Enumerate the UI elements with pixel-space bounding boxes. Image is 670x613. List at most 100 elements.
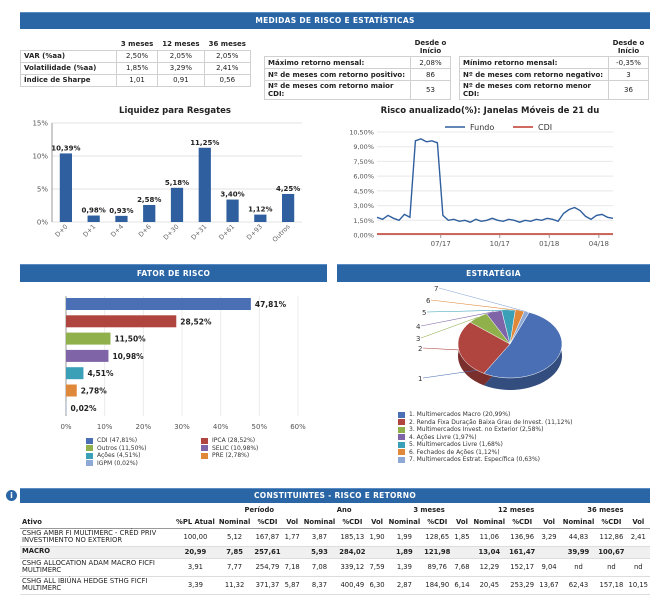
bar	[66, 401, 67, 414]
leader-line	[426, 309, 509, 313]
legend-swatch	[86, 445, 93, 451]
cell-value: nd	[596, 558, 627, 577]
column-header: Vol	[286, 517, 299, 526]
legend-item: IGPM (0,02%)	[86, 460, 201, 468]
slice-label: 2	[418, 345, 422, 353]
legend-label: CDI (47,81%)	[97, 437, 138, 444]
stats-row: Volatilidade (%aa) 1,85% 3,29% 2,41%	[20, 61, 252, 75]
stat-value: 2,05%	[157, 49, 205, 63]
legend-label: 1. Multimercados Macro (20,99%)	[409, 411, 511, 418]
stat-value: 0,91	[157, 73, 205, 87]
column-header: Vol	[632, 517, 645, 526]
bar	[66, 298, 251, 310]
legend-item: 6. Fechados de Ações (1,12%)	[398, 449, 648, 457]
column-header: Nominal	[388, 517, 421, 526]
column-header: Vol	[371, 517, 383, 526]
cell-value: 89,76	[422, 558, 453, 577]
cell-value	[282, 546, 302, 559]
x-tick-label: 07/17	[431, 240, 451, 248]
series-line-fundo	[376, 138, 614, 223]
cell-value: 121,98	[422, 546, 453, 559]
stat-label: Nº de meses com retorno menor CDI:	[459, 80, 609, 100]
stat-value: 86	[410, 68, 451, 81]
y-tick-label: 0%	[37, 219, 48, 227]
cell-value: 1,85	[452, 528, 472, 547]
col-3m: 3 meses	[120, 39, 154, 48]
cell-value: 1,39	[386, 558, 423, 577]
data-label: 3,40%	[220, 191, 244, 199]
slice-label: 1	[418, 375, 422, 383]
stat-label: VAR (%aa)	[20, 49, 117, 63]
legend-label: 6. Fechados de Ações (1,12%)	[409, 448, 500, 456]
legend-label: 5. Multimercados Livre (1,68%)	[409, 441, 503, 448]
legend-label: 2. Renda Fixa Duração Baixa Grau de Inve…	[409, 418, 573, 426]
legend-swatch	[86, 452, 93, 459]
legend-item: 1. Multimercados Macro (20,99%)	[398, 411, 648, 419]
table-row[interactable]: CSHG AMBR FI MULTIMERC - CRÉD PRIV INVES…	[20, 528, 650, 547]
data-label: 2,58%	[137, 196, 161, 204]
asset-name: CSHG ALLOCATION ADAM MACRO FICFI MULTIME…	[20, 558, 175, 577]
cell-value: nd	[626, 558, 650, 577]
cell-value: 161,47	[507, 546, 538, 559]
x-tick-label: 30%	[174, 423, 190, 431]
cell-value: 11,32	[216, 576, 253, 595]
cell-value: 11,06	[471, 528, 508, 547]
slice-label: 7	[434, 286, 438, 293]
data-label: 0,02%	[71, 404, 98, 413]
legend-swatch	[201, 445, 208, 451]
stat-value: 2,08%	[410, 56, 451, 69]
legend-item: CDI (47,81%)	[86, 437, 201, 445]
cell-value: 167,87	[252, 528, 283, 547]
y-tick-label: 6,00%	[353, 173, 374, 181]
legend-item: 5. Multimercados Livre (1,68%)	[398, 441, 648, 449]
table-row[interactable]: CSHG ALL IBIÚNA HEDGE STHG FICFI MULTIME…	[20, 576, 650, 595]
column-header: %PL Atual	[176, 517, 215, 526]
stat-label: Nº de meses com retorno maior CDI:	[264, 80, 411, 100]
stat-value: 3,29%	[157, 61, 205, 75]
cell-value: nd	[560, 558, 597, 577]
cell-value: 152,17	[507, 558, 538, 577]
cell-value: 2,87	[386, 576, 423, 595]
bar	[198, 147, 211, 222]
stat-value: 36	[608, 80, 649, 100]
group-spacer	[20, 504, 217, 516]
cell-value: 10,15	[626, 576, 650, 595]
cell-value: 5,12	[216, 528, 253, 547]
negative-row: Mínimo retorno mensal: -0,35%	[459, 56, 649, 69]
cell-value: 253,29	[507, 576, 538, 595]
leader-line	[422, 358, 557, 379]
cell-value: 7,18	[282, 558, 302, 577]
strategy-header: ESTRATÉGIA	[337, 264, 650, 282]
stat-value: 1,01	[115, 73, 159, 87]
column-header: Vol	[456, 517, 468, 526]
risk-factor-chart: 0% 10% 20% 30% 40% 50% 60% 47,81% 28,52% 11,50% 10…	[60, 296, 306, 431]
table-row[interactable]: CSHG ALLOCATION ADAM MACRO FICFI MULTIME…	[20, 558, 650, 577]
bar	[143, 204, 156, 222]
bar	[87, 215, 100, 222]
cell-value: 44,83	[560, 528, 597, 547]
data-label: 2,78%	[81, 387, 108, 396]
legend-item: Ações (4,51%)	[86, 452, 201, 460]
table-row[interactable]: MACRO 20,99 7,85 257,61 5,93 284,02 1,89 121,98…	[20, 546, 650, 559]
cell-value: 7,77	[216, 558, 253, 577]
cell-value: 1,99	[386, 528, 423, 547]
cell-value: 20,99	[174, 546, 217, 559]
data-label: 5,18%	[165, 179, 189, 187]
stat-label: Nº de meses com retorno positivo:	[264, 68, 411, 81]
cell-value: 62,43	[560, 576, 597, 595]
x-tick-label: 20%	[136, 423, 152, 431]
cell-value: 184,90	[422, 576, 453, 595]
slice-label: 3	[416, 335, 420, 343]
data-label: 47,81%	[255, 300, 287, 309]
x-tick-label: 10/17	[490, 240, 510, 248]
positive-row: Nº de meses com retorno positivo: 86	[264, 68, 451, 81]
cell-value: 8,37	[301, 576, 338, 595]
legend-item: PRE (2,78%)	[201, 452, 316, 460]
col-12m: 12 meses	[162, 39, 200, 48]
data-label: 4,25%	[276, 185, 300, 193]
stats-row: VAR (%aa) 2,50% 2,05% 2,05%	[20, 49, 252, 63]
cell-value: 5,87	[282, 576, 302, 595]
legend-swatch	[86, 460, 93, 466]
since-start-head: Desde o Início	[612, 39, 645, 55]
info-icon[interactable]: i	[6, 490, 17, 501]
